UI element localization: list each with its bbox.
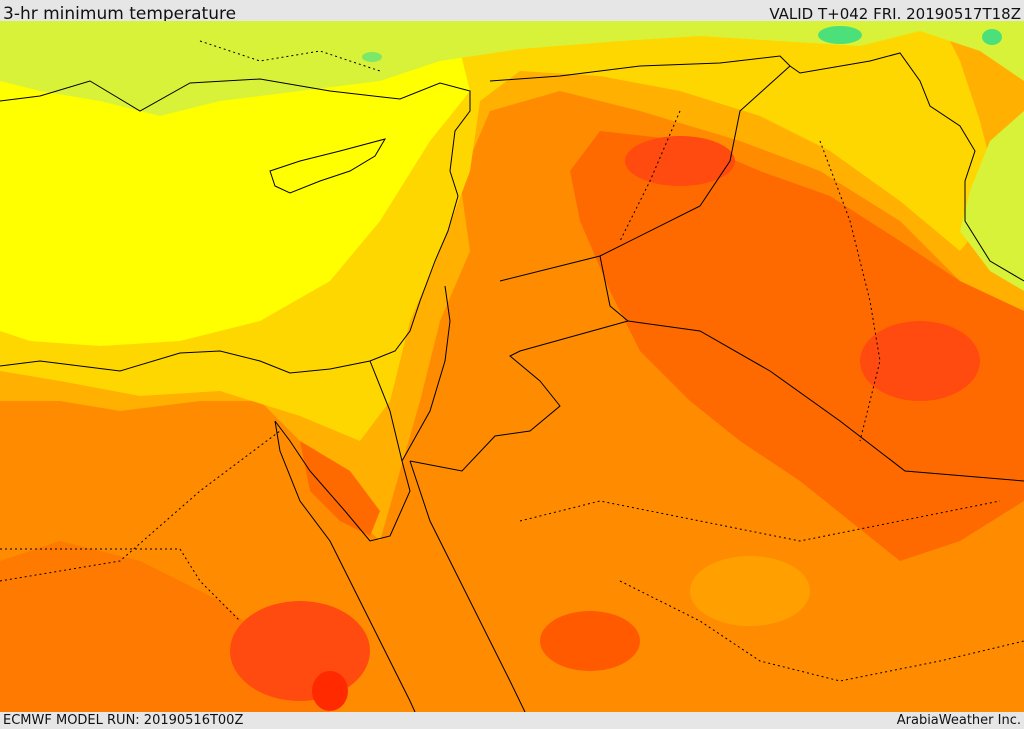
- yellow-green-zone-north: [0, 21, 1024, 116]
- red-orange-core-syria: [625, 136, 735, 186]
- red-orange-core-arabia: [540, 611, 640, 671]
- red-orange-core-iraq: [860, 321, 980, 401]
- model-run-label: ECMWF MODEL RUN: 20190516T00Z: [3, 713, 244, 728]
- dark-orange-zone-sinai: [300, 441, 380, 536]
- temperature-map[interactable]: [0, 21, 1024, 712]
- red-orange-core-egypt: [230, 601, 370, 701]
- dark-orange-zone-east: [570, 131, 1024, 561]
- cool-spot-1: [818, 26, 862, 44]
- header-bar: 3-hr minimum temperature VALID T+042 FRI…: [0, 0, 1024, 21]
- valid-time-label: VALID T+042 FRI. 20190517T18Z: [769, 5, 1021, 21]
- map-canvas: [0, 21, 1024, 712]
- amber-patch-arabia: [690, 556, 810, 626]
- internal-borders: [0, 40, 1024, 682]
- red-core-egypt: [312, 671, 348, 711]
- cool-spot-3: [362, 52, 382, 62]
- cool-spot-2: [982, 29, 1002, 45]
- footer-bar: ECMWF MODEL RUN: 20190516T00Z ArabiaWeat…: [0, 712, 1024, 729]
- coastlines: [0, 52, 1024, 712]
- yellow-green-zone-east: [960, 111, 1024, 291]
- credit-label: ArabiaWeather Inc.: [896, 713, 1021, 728]
- map-title: 3-hr minimum temperature: [3, 4, 237, 21]
